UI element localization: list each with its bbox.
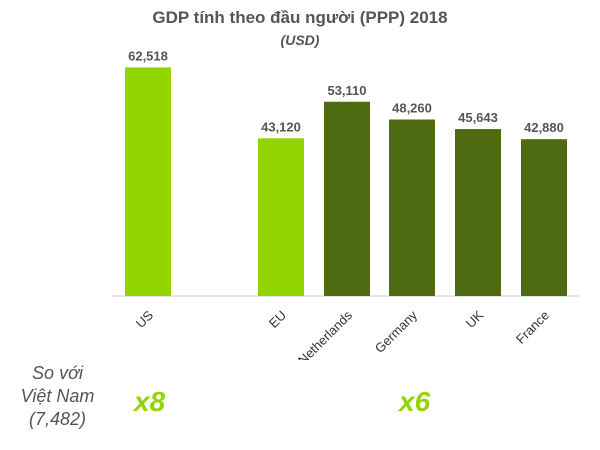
- value-label-us: 62,518: [128, 48, 168, 63]
- gdp-bar-chart: 62,518 US 43,120 EU 53,110 Netherlands 48,260 G…: [112, 48, 580, 360]
- comparison-line-3: (7,482): [28, 409, 87, 429]
- multiplier-us: x8: [134, 386, 166, 417]
- bar-netherlands: [324, 101, 370, 297]
- value-label-netherlands: 53,110: [327, 83, 366, 98]
- tick-label-germany: Germany: [372, 307, 421, 356]
- tick-label-us: US: [133, 307, 157, 331]
- chart-subtitle: (USD): [280, 32, 320, 48]
- tick-label-eu: EU: [266, 308, 289, 331]
- chart-title: GDP tính theo đầu người (PPP) 2018: [152, 8, 448, 27]
- comparison-line-1: So với: [32, 363, 83, 383]
- bar-eu: [258, 138, 304, 296]
- value-label-france: 42,880: [524, 120, 564, 135]
- tick-label-uk: UK: [463, 307, 487, 331]
- comparison-label: So với Việt Nam (7,482): [0, 362, 115, 431]
- bar-uk: [455, 129, 501, 296]
- bar-germany: [389, 119, 435, 296]
- tick-label-netherlands: Netherlands: [295, 307, 356, 360]
- value-label-eu: 43,120: [261, 119, 301, 134]
- bar-us: [125, 67, 171, 297]
- value-label-germany: 48,260: [392, 101, 432, 116]
- comparison-line-2: Việt Nam: [20, 386, 95, 406]
- multiplier-europe: x6: [399, 386, 431, 417]
- tick-label-france: France: [513, 308, 552, 347]
- value-label-uk: 45,643: [458, 110, 498, 125]
- bar-france: [521, 139, 567, 296]
